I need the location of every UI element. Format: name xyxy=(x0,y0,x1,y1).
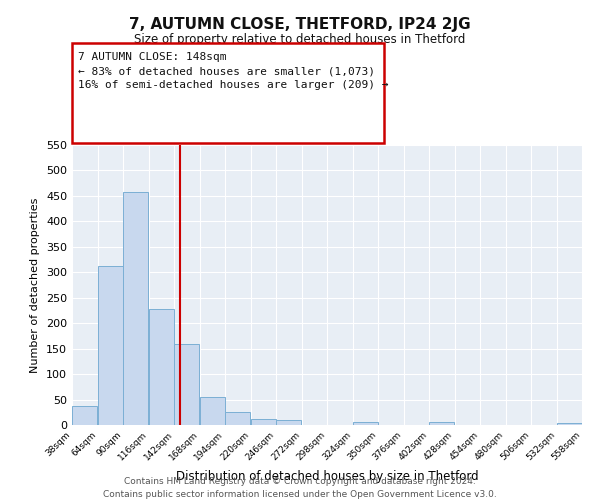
Bar xyxy=(149,309,173,425)
X-axis label: Distribution of detached houses by size in Thetford: Distribution of detached houses by size … xyxy=(176,470,478,484)
Bar xyxy=(200,397,224,425)
Bar xyxy=(124,192,148,425)
Bar xyxy=(175,344,199,425)
Bar xyxy=(73,406,97,425)
Text: Contains HM Land Registry data © Crown copyright and database right 2024.: Contains HM Land Registry data © Crown c… xyxy=(124,478,476,486)
Bar xyxy=(226,412,250,425)
Y-axis label: Number of detached properties: Number of detached properties xyxy=(31,198,40,372)
Bar xyxy=(277,420,301,425)
Text: 7, AUTUMN CLOSE, THETFORD, IP24 2JG: 7, AUTUMN CLOSE, THETFORD, IP24 2JG xyxy=(129,18,471,32)
Bar xyxy=(353,422,377,425)
Text: Size of property relative to detached houses in Thetford: Size of property relative to detached ho… xyxy=(134,32,466,46)
Bar xyxy=(430,422,454,425)
Bar xyxy=(557,424,581,425)
Text: 7 AUTUMN CLOSE: 148sqm
← 83% of detached houses are smaller (1,073)
16% of semi-: 7 AUTUMN CLOSE: 148sqm ← 83% of detached… xyxy=(78,52,389,90)
Bar xyxy=(251,419,275,425)
Bar xyxy=(98,266,122,425)
Text: Contains public sector information licensed under the Open Government Licence v3: Contains public sector information licen… xyxy=(103,490,497,499)
